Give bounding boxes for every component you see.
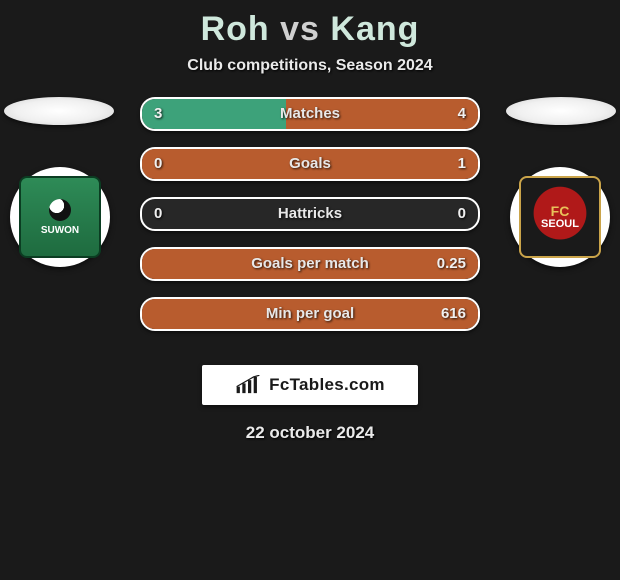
stat-bar: 01Goals bbox=[140, 147, 480, 181]
player2-name: Kang bbox=[330, 10, 419, 48]
left-club-crest: SUWON bbox=[10, 167, 110, 267]
crest-seoul-icon: FC SEOUL bbox=[519, 176, 601, 258]
stat-label: Min per goal bbox=[142, 299, 478, 329]
right-column: FC SEOUL bbox=[500, 97, 620, 337]
crest-right-city: SEOUL bbox=[541, 218, 579, 230]
stat-bar: 00Hattricks bbox=[140, 197, 480, 231]
headline: Roh vs Kang bbox=[0, 0, 620, 49]
stats-arena: SUWON FC SEOUL 34Matches 01Goals 00Hattric… bbox=[0, 97, 620, 347]
stat-label: Goals per match bbox=[142, 249, 478, 279]
vs-text: vs bbox=[280, 10, 320, 48]
crest-left-label: SUWON bbox=[41, 225, 79, 236]
stat-bar: 0.25Goals per match bbox=[140, 247, 480, 281]
brand-text: FcTables.com bbox=[269, 375, 385, 395]
bar-chart-icon bbox=[235, 375, 261, 395]
stat-bar: 34Matches bbox=[140, 97, 480, 131]
player1-name: Roh bbox=[201, 10, 270, 48]
crest-suwon-icon: SUWON bbox=[19, 176, 101, 258]
stat-label: Hattricks bbox=[142, 199, 478, 229]
stat-bars: 34Matches 01Goals 00Hattricks 0.25Goals per… bbox=[140, 97, 480, 347]
date-text: 22 october 2024 bbox=[0, 423, 620, 443]
stat-label: Goals bbox=[142, 149, 478, 179]
right-player-silhouette bbox=[506, 97, 616, 125]
brand-badge: FcTables.com bbox=[202, 365, 418, 405]
left-column: SUWON bbox=[0, 97, 120, 337]
subtitle: Club competitions, Season 2024 bbox=[0, 57, 620, 75]
comparison-card: Roh vs Kang Club competitions, Season 20… bbox=[0, 0, 620, 580]
stat-bar: 616Min per goal bbox=[140, 297, 480, 331]
soccer-ball-icon bbox=[49, 199, 71, 221]
right-club-crest: FC SEOUL bbox=[510, 167, 610, 267]
stat-label: Matches bbox=[142, 99, 478, 129]
left-player-silhouette bbox=[4, 97, 114, 125]
crest-right-fc: FC bbox=[551, 204, 570, 218]
